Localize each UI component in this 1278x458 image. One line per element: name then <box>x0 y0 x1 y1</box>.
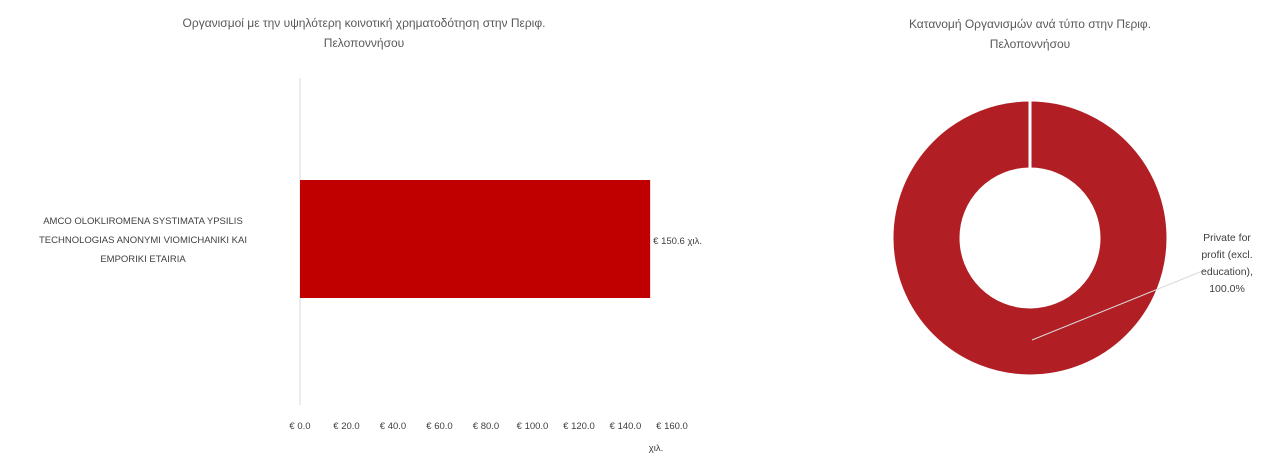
bar-chart-title-line2: Πελοποννήσου <box>324 36 404 50</box>
donut-label-line3: education), <box>1201 266 1253 278</box>
x-tick-label: € 160.0 <box>656 421 688 432</box>
bar-amco <box>300 180 651 298</box>
donut-label-line1: Private for <box>1203 232 1251 244</box>
x-axis-ticks: € 0.0 € 20.0 € 40.0 € 60.0 € 80.0 € 100.0 € 12… <box>289 421 687 432</box>
x-tick-label: € 0.0 <box>289 421 310 432</box>
donut-chart: Κατανομή Οργανισμών ανά τύπο στην Περιφ.… <box>890 17 1253 378</box>
donut-slice-private-for-profit <box>890 98 1170 378</box>
x-tick-label: € 60.0 <box>426 421 452 432</box>
donut-leader-line <box>1031 269 1206 341</box>
bar-value-label: € 150.6 χιλ. <box>653 236 702 247</box>
x-tick-label: € 80.0 <box>473 421 499 432</box>
x-tick-label: € 20.0 <box>333 421 359 432</box>
donut-label-line2: profit (excl. <box>1201 249 1252 261</box>
donut-label-line4: 100.0% <box>1209 283 1245 295</box>
category-label-line2: TECHNOLOGIAS ANONYMI VIOMICHANIKI KAI <box>39 235 247 246</box>
donut-chart-title-line2: Πελοποννήσου <box>990 37 1070 51</box>
x-tick-label: € 120.0 <box>563 421 595 432</box>
x-tick-label: € 140.0 <box>610 421 642 432</box>
x-tick-label: € 100.0 <box>517 421 549 432</box>
category-label-line1: AMCO OLOKLIROMENA SYSTIMATA YPSILIS <box>43 216 243 227</box>
x-tick-label: € 40.0 <box>380 421 406 432</box>
bar-chart-title-line1: Οργανισμοί με την υψηλότερη κοινοτική χρ… <box>183 16 546 30</box>
donut-chart-title-line1: Κατανομή Οργανισμών ανά τύπο στην Περιφ. <box>909 17 1151 31</box>
x-axis-unit: χιλ. <box>649 443 664 453</box>
bar-chart: Οργανισμοί με την υψηλότερη κοινοτική χρ… <box>39 16 702 454</box>
category-label-line3: EMPORIKI ETAIRIA <box>100 254 186 265</box>
